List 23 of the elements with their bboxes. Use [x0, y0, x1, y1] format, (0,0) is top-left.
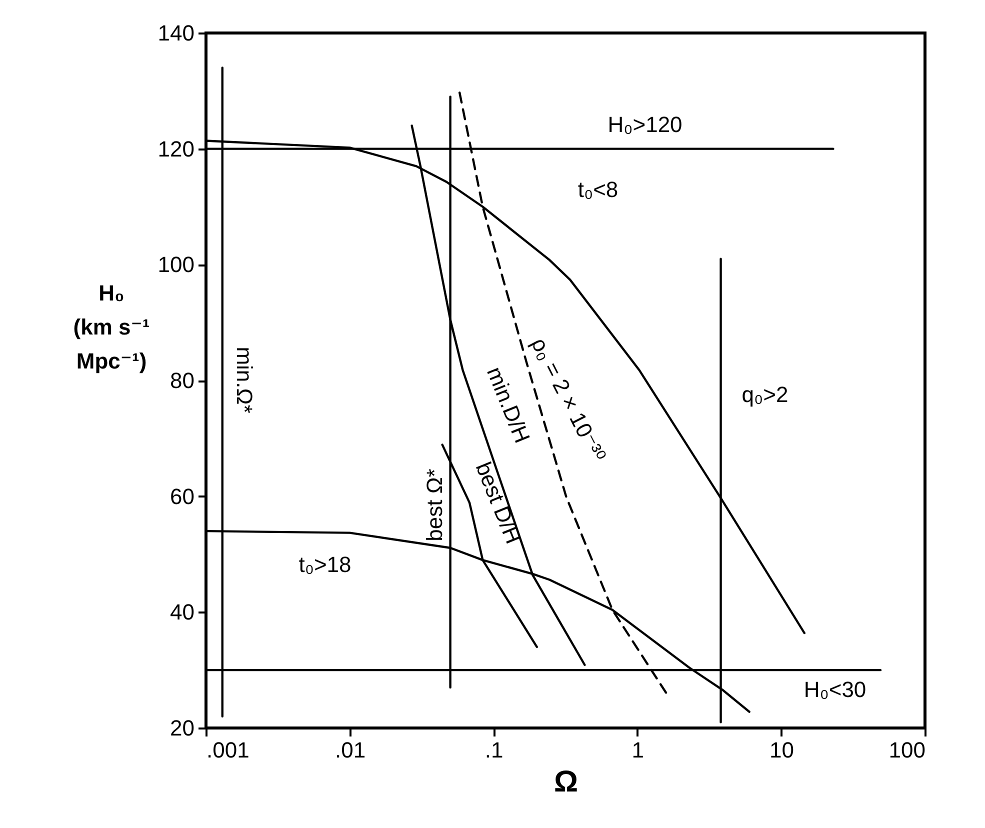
y-axis-title: H₀ (km s⁻¹ Mpc⁻¹)	[73, 280, 150, 374]
x-tick-label: .1	[484, 738, 504, 762]
annotation: H₀>120	[608, 112, 682, 137]
x-tick-label: 10	[769, 738, 794, 762]
annotation: best D/H	[470, 458, 526, 548]
x-axis-title: Ω	[554, 766, 578, 798]
y-tick-label: 100	[158, 252, 194, 278]
x-tick-label: .001	[206, 738, 250, 762]
annotation: min.Ω*	[232, 346, 257, 414]
annotation: best Ω*	[422, 468, 447, 542]
y-tick-label: 60	[170, 484, 194, 509]
y-tick-label: 20	[170, 716, 194, 740]
y-tick-label: 80	[170, 368, 194, 393]
annotation: t₀<8	[578, 177, 618, 202]
y-tick-label: 140	[158, 20, 194, 46]
y-tick-label: 120	[158, 136, 194, 162]
annotation: t₀>18	[298, 552, 352, 577]
annotation: q₀>2	[742, 382, 788, 407]
x-tick-label: 1	[632, 738, 644, 762]
x-tick-label: .01	[335, 738, 366, 762]
y-tick-label: 40	[170, 600, 194, 625]
x-tick-label: 100	[888, 738, 926, 762]
annotation: H₀<30	[804, 677, 866, 702]
